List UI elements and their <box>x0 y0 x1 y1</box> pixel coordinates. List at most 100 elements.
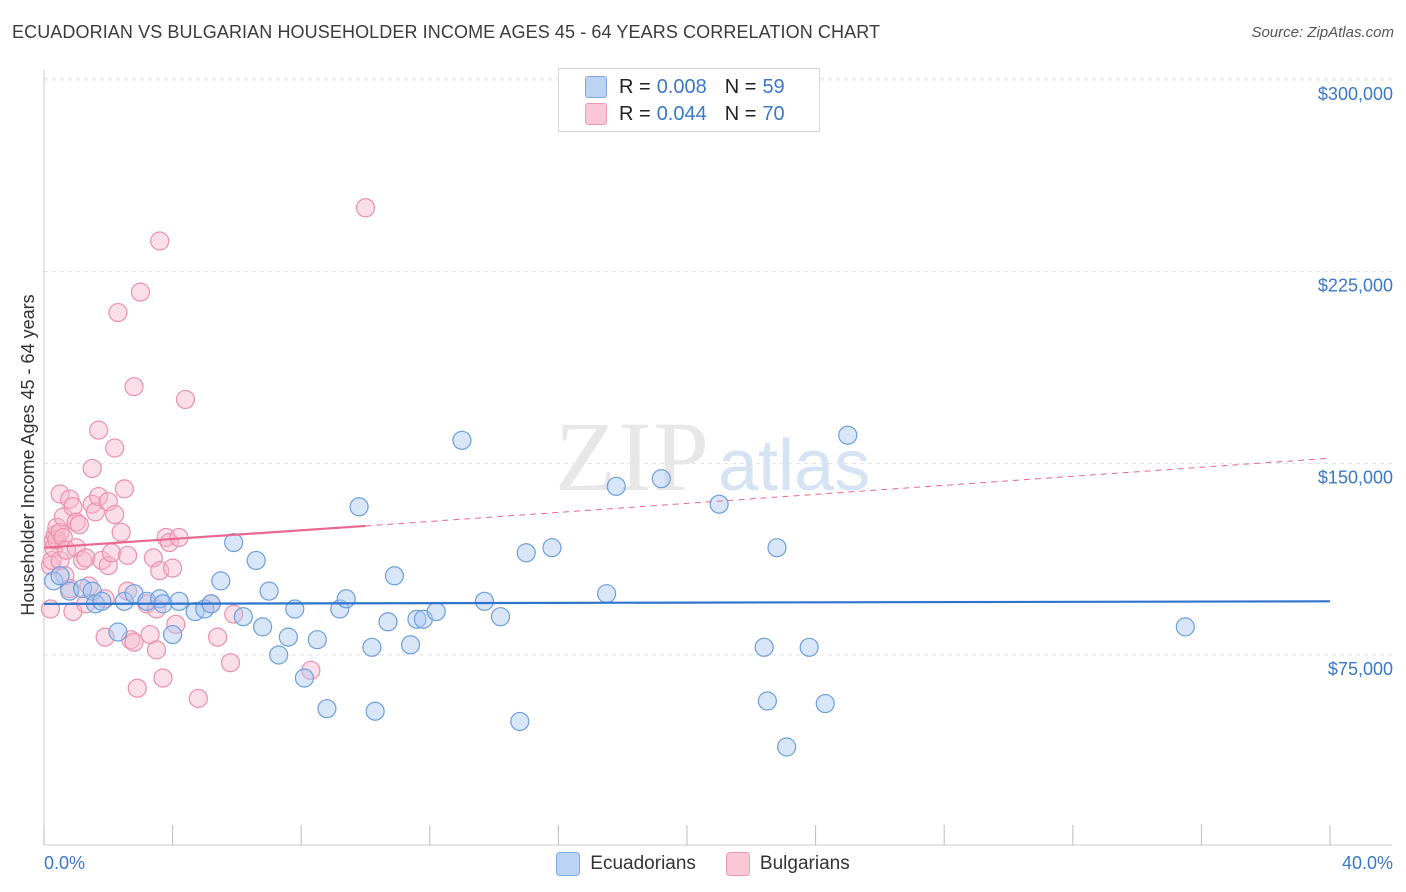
ecuadorian-point <box>709 494 729 514</box>
ecuadorian-point <box>269 645 289 665</box>
ecuadorian-point <box>378 612 398 632</box>
bulgarian-point <box>124 377 144 397</box>
trend-lines <box>43 457 1331 605</box>
legend-n-label: N = <box>724 102 757 125</box>
bulgarian-point <box>40 599 61 619</box>
bulgarian-point <box>89 420 109 440</box>
bulgarian-point <box>50 484 70 504</box>
bulgarians-trend-line <box>43 524 366 549</box>
ecuadorian-point <box>542 538 562 558</box>
bulgarian-point <box>108 302 128 323</box>
bulgarian-point <box>98 555 118 576</box>
ecuadorian-point <box>211 571 231 591</box>
ecuadorians-points <box>44 425 1195 757</box>
series-label-ecuadorians: Ecuadorians <box>590 853 696 874</box>
bulgarian-point <box>153 668 173 688</box>
watermark: ZIP atlas <box>555 401 870 512</box>
ecuadorian-point <box>92 591 112 611</box>
bulgarian-point <box>76 548 96 568</box>
ecuadorian-point <box>597 584 617 604</box>
ecuadorian-point <box>799 637 819 657</box>
ecuadorian-point <box>815 693 835 714</box>
watermark-atlas: atlas <box>718 426 870 506</box>
ecuadorian-point <box>349 497 369 517</box>
bulgarian-point <box>82 494 102 514</box>
ecuadorian-point <box>50 566 70 586</box>
bulgarian-point <box>95 627 115 647</box>
ecuadorian-point <box>114 591 134 611</box>
legend-r-value: 0.008 <box>656 75 707 98</box>
bulgarian-point <box>208 627 228 647</box>
ecuadorian-point <box>757 691 777 711</box>
legend-row-ecuadorians: R = 0.008 N = 59 <box>585 74 785 100</box>
ecuadorian-point <box>407 609 427 629</box>
bulgarian-point <box>50 522 70 542</box>
ecuadorian-point <box>108 622 128 642</box>
axis-labels: $75,000 $150,000 $225,000 $300,000 0.0% 40.0%… <box>18 84 1393 873</box>
ecuadorian-point <box>754 637 774 657</box>
bulgarian-point <box>163 558 183 578</box>
bulgarian-point <box>124 632 144 652</box>
bulgarian-point <box>92 550 112 571</box>
series-legend-bulgarians: Bulgarians <box>725 852 850 876</box>
bulgarian-point <box>101 543 122 563</box>
ecuadorian-point <box>330 599 350 619</box>
bulgarian-point <box>150 231 170 251</box>
series-legend-ecuadorians: Ecuadorians <box>556 852 696 876</box>
legend-r-value: 0.044 <box>656 102 707 125</box>
ecuadorian-point <box>44 571 64 591</box>
axes <box>43 70 1392 846</box>
bulgarian-point <box>85 502 106 522</box>
ecuadorian-point <box>285 599 305 619</box>
legend-n-value: 59 <box>762 75 785 98</box>
ecuadorian-point <box>651 469 671 489</box>
y-tick-label: $300,000 <box>1318 84 1393 104</box>
bulgarian-point <box>188 688 208 709</box>
legend-r-label: R = <box>619 102 651 125</box>
series-legend: Ecuadorians Bulgarians <box>0 852 1406 876</box>
y-tick-label: $75,000 <box>1328 659 1393 679</box>
ecuadorian-point <box>474 591 495 611</box>
bulgarian-point <box>166 614 186 634</box>
ecuadorian-point <box>82 581 102 601</box>
bulgarian-point <box>66 512 86 532</box>
grid-lines <box>44 77 1392 656</box>
ecuadorian-point <box>510 711 530 732</box>
bulgarian-point <box>175 389 196 410</box>
ecuadorian-point <box>365 701 385 721</box>
bulgarian-point <box>355 198 376 218</box>
ecuadorian-point <box>246 550 266 571</box>
bulgarian-point <box>146 640 167 660</box>
bulgarians-points <box>40 198 376 709</box>
bulgarian-point <box>53 507 73 527</box>
bulgarian-point <box>69 515 89 535</box>
ecuadorian-point <box>259 581 279 601</box>
ecuadorian-point <box>307 630 327 650</box>
ecuadorian-point <box>169 591 189 611</box>
bulgarian-point <box>72 550 93 571</box>
ecuadorian-point <box>767 538 787 558</box>
legend-n-value: 70 <box>762 102 785 125</box>
bulgarian-point <box>127 678 147 698</box>
bulgarian-point <box>105 438 125 458</box>
bulgarian-point <box>47 517 67 537</box>
ecuadorian-point <box>336 589 356 609</box>
bulgarian-point <box>82 458 102 479</box>
ecuadorian-point <box>278 627 298 647</box>
ecuadorian-point <box>426 601 446 622</box>
ecuadorian-point <box>224 532 244 553</box>
ecuadorian-point <box>317 699 337 719</box>
legend-swatch-pink <box>585 103 607 125</box>
y-tick-label: $225,000 <box>1318 276 1393 296</box>
bulgarian-point <box>301 660 321 680</box>
series-label-bulgarians: Bulgarians <box>759 853 850 874</box>
x-tick-label: 40.0% <box>1342 853 1393 873</box>
ecuadorian-point <box>294 668 315 688</box>
correlation-legend: R = 0.008 N = 59 R = 0.044 N = 70 <box>558 68 820 132</box>
ecuadorian-point <box>163 624 183 645</box>
watermark-zip: ZIP <box>555 401 711 512</box>
y-tick-label: $150,000 <box>1318 467 1393 487</box>
ecuadorian-point <box>838 425 858 445</box>
bulgarian-point <box>60 489 80 509</box>
